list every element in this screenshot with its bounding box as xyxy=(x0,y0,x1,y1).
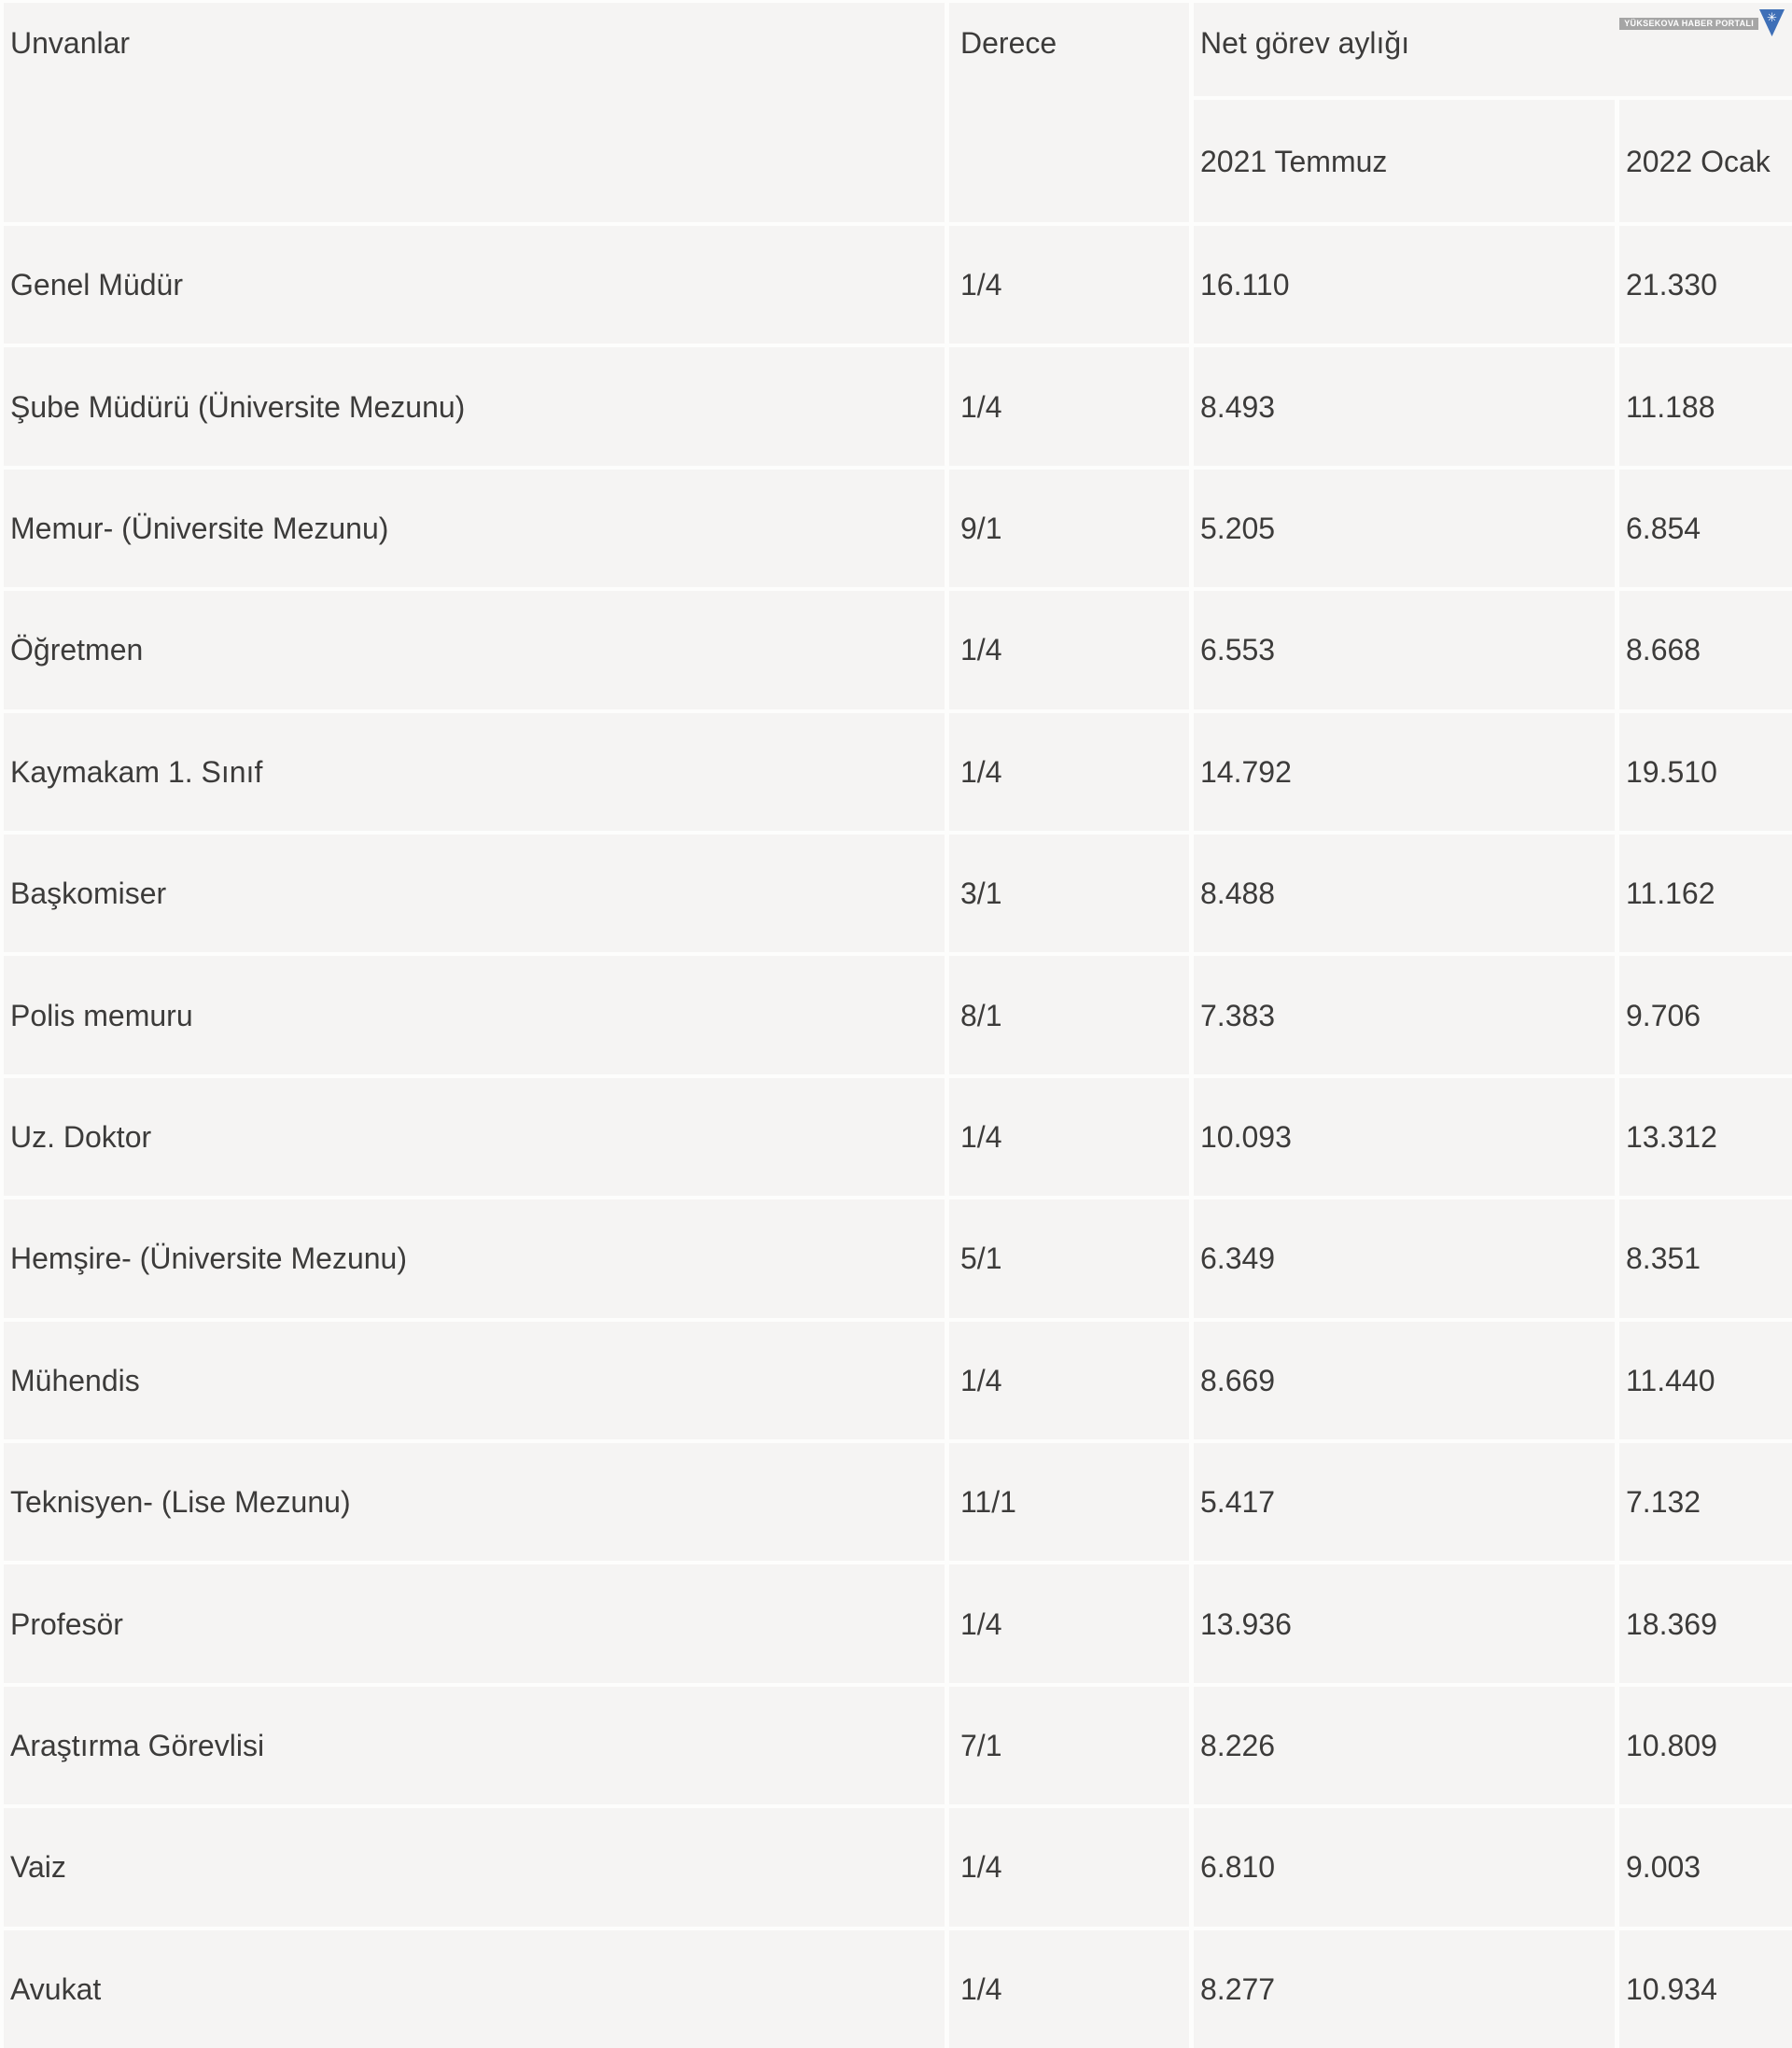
row-title-cell: Öğretmen xyxy=(4,591,945,709)
row-2021-temmuz-cell: 10.093 xyxy=(1194,1077,1615,1197)
row-title-cell: Genel Müdür xyxy=(4,226,945,344)
row-2022-ocak-cell: 19.510 xyxy=(1619,712,1792,831)
row-2022-ocak-cell: 21.330 xyxy=(1619,226,1792,344)
row-2021-temmuz-cell: 16.110 xyxy=(1194,226,1615,344)
header-2021-temmuz: 2021 Temmuz xyxy=(1194,100,1615,222)
row-2021-temmuz-cell: 14.792 xyxy=(1194,712,1615,831)
row-2022-ocak-cell: 13.312 xyxy=(1619,1077,1792,1197)
row-derece-cell: 1/4 xyxy=(949,1929,1189,2048)
row-derece-cell: 5/1 xyxy=(949,1199,1189,1318)
row-2021-temmuz-cell: 13.936 xyxy=(1194,1564,1615,1683)
row-title-cell: Şube Müdürü (Üniversite Mezunu) xyxy=(4,347,945,466)
row-title-cell: Polis memuru xyxy=(4,956,945,1074)
site-watermark: YÜKSEKOVA HABER PORTALI ✳ xyxy=(1619,9,1785,36)
row-derece-cell: 1/4 xyxy=(949,1564,1189,1683)
row-2021-temmuz-cell: 8.669 xyxy=(1194,1321,1615,1439)
row-2021-temmuz-cell: 5.417 xyxy=(1194,1443,1615,1562)
row-derece-cell: 11/1 xyxy=(949,1443,1189,1562)
row-title-cell: Uz. Doktor xyxy=(4,1077,945,1197)
header-2022-ocak: 2022 Ocak xyxy=(1619,100,1792,222)
row-2022-ocak-cell: 10.809 xyxy=(1619,1686,1792,1805)
row-title-cell: Vaiz xyxy=(4,1808,945,1927)
row-2021-temmuz-cell: 8.277 xyxy=(1194,1929,1615,2048)
row-2022-ocak-cell: 11.188 xyxy=(1619,347,1792,466)
row-derece-cell: 1/4 xyxy=(949,1808,1189,1927)
row-2021-temmuz-cell: 7.383 xyxy=(1194,956,1615,1074)
row-derece-cell: 1/4 xyxy=(949,1321,1189,1439)
row-2021-temmuz-cell: 8.488 xyxy=(1194,835,1615,953)
row-title-cell: Memur- (Üniversite Mezunu) xyxy=(4,469,945,588)
row-title-cell: Mühendis xyxy=(4,1321,945,1439)
row-derece-cell: 8/1 xyxy=(949,956,1189,1074)
row-2021-temmuz-cell: 8.493 xyxy=(1194,347,1615,466)
row-title-cell: Hemşire- (Üniversite Mezunu) xyxy=(4,1199,945,1318)
row-2022-ocak-cell: 6.854 xyxy=(1619,469,1792,588)
row-title-cell: Profesör xyxy=(4,1564,945,1683)
row-2022-ocak-cell: 11.440 xyxy=(1619,1321,1792,1439)
row-2022-ocak-cell: 11.162 xyxy=(1619,835,1792,953)
row-2021-temmuz-cell: 8.226 xyxy=(1194,1686,1615,1805)
row-derece-cell: 1/4 xyxy=(949,1077,1189,1197)
starburst-icon: ✳ xyxy=(1767,10,1777,24)
row-derece-cell: 1/4 xyxy=(949,712,1189,831)
row-title-cell: Araştırma Görevlisi xyxy=(4,1686,945,1805)
header-derece: Derece xyxy=(949,3,1189,222)
row-2022-ocak-cell: 9.706 xyxy=(1619,956,1792,1074)
row-derece-cell: 1/4 xyxy=(949,226,1189,344)
row-derece-cell: 7/1 xyxy=(949,1686,1189,1805)
row-2022-ocak-cell: 18.369 xyxy=(1619,1564,1792,1683)
watermark-text: YÜKSEKOVA HABER PORTALI xyxy=(1619,18,1758,30)
header-unvanlar: Unvanlar xyxy=(4,3,945,222)
row-title-cell: Teknisyen- (Lise Mezunu) xyxy=(4,1443,945,1562)
row-title-cell: Başkomiser xyxy=(4,835,945,953)
row-2022-ocak-cell: 7.132 xyxy=(1619,1443,1792,1562)
row-2022-ocak-cell: 8.351 xyxy=(1619,1199,1792,1318)
row-2021-temmuz-cell: 6.810 xyxy=(1194,1808,1615,1927)
row-2021-temmuz-cell: 6.553 xyxy=(1194,591,1615,709)
row-derece-cell: 1/4 xyxy=(949,347,1189,466)
row-derece-cell: 1/4 xyxy=(949,591,1189,709)
row-2021-temmuz-cell: 6.349 xyxy=(1194,1199,1615,1318)
row-title-cell: Kaymakam 1. Sınıf xyxy=(4,712,945,831)
row-derece-cell: 3/1 xyxy=(949,835,1189,953)
row-2022-ocak-cell: 9.003 xyxy=(1619,1808,1792,1927)
row-derece-cell: 9/1 xyxy=(949,469,1189,588)
row-2021-temmuz-cell: 5.205 xyxy=(1194,469,1615,588)
portal-logo-triangle-icon: ✳ xyxy=(1759,9,1785,36)
row-title-cell: Avukat xyxy=(4,1929,945,2048)
row-2022-ocak-cell: 10.934 xyxy=(1619,1929,1792,2048)
row-2022-ocak-cell: 8.668 xyxy=(1619,591,1792,709)
